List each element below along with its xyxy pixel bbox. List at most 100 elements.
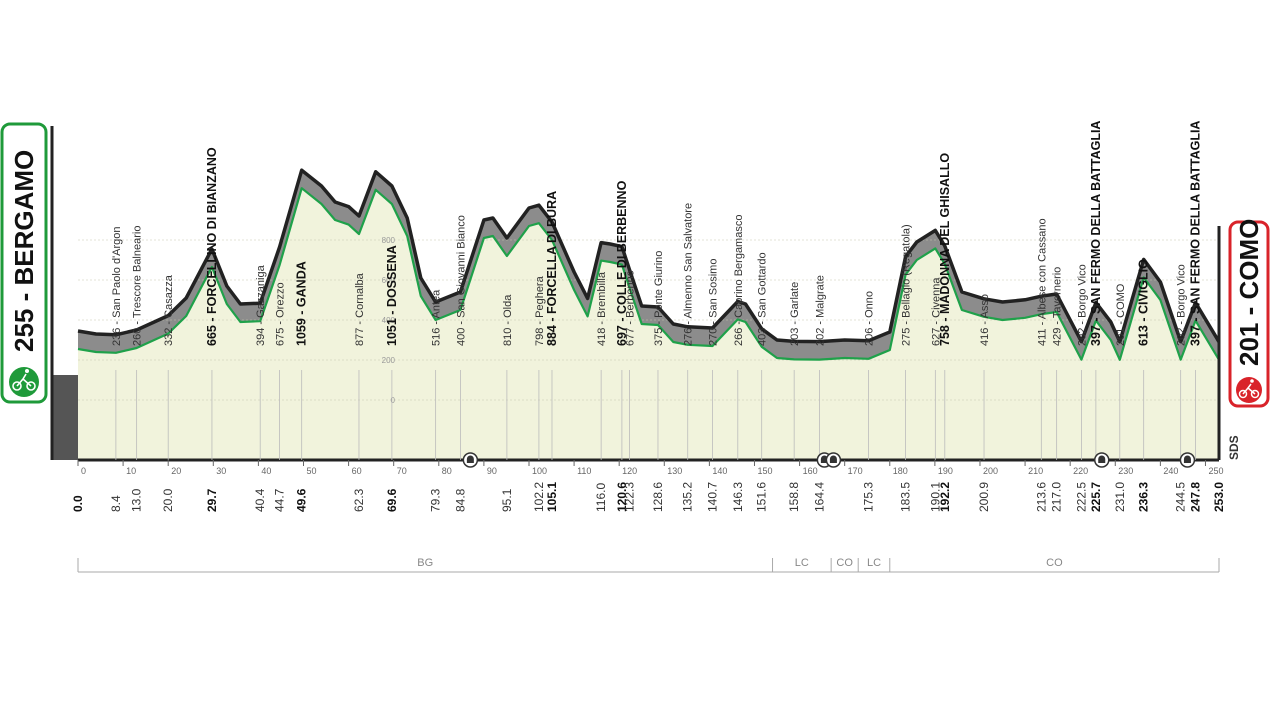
- point-label: 1059 - GANDA: [295, 261, 309, 346]
- profile-top-line: [77, 168, 1221, 344]
- point-label: 697 - COLLE DI BERBENNO: [615, 180, 629, 346]
- point-label: 276 - Almenno San Salvatore: [683, 203, 695, 346]
- x-tick-label: 70: [397, 466, 407, 476]
- point-label: 202 - Borgo Vico: [1176, 264, 1188, 346]
- point-label: 798 - Peghera: [534, 275, 546, 346]
- cyclist-icon: [9, 367, 39, 397]
- point-label: 332 - Casazza: [163, 274, 175, 346]
- km-label: 236.3: [1137, 482, 1151, 512]
- profile-green-line: [77, 187, 1220, 361]
- point-label: 418 - Brembilla: [596, 271, 608, 346]
- finish-altitude: 201: [1234, 323, 1264, 366]
- x-tick-label: 210: [1028, 466, 1043, 476]
- km-label: 175.3: [862, 482, 876, 512]
- x-tick-label: 110: [577, 466, 591, 476]
- x-tick-label: 60: [352, 466, 362, 476]
- km-label: 190.1: [928, 482, 942, 512]
- x-tick-label: 10: [126, 466, 136, 476]
- point-label: 202 - Malgrate: [814, 275, 826, 346]
- x-tick-label: 200: [983, 466, 998, 476]
- x-tick-label: 120: [622, 466, 637, 476]
- point-label: 206 - Onno: [864, 291, 876, 346]
- km-label: 44.7: [273, 488, 287, 512]
- point-label: 627 - Civenna: [930, 277, 942, 346]
- x-tick-label: 30: [216, 466, 226, 476]
- x-tick-label: 140: [712, 466, 727, 476]
- km-label: 8.4: [109, 495, 123, 512]
- km-label: 225.7: [1089, 482, 1103, 512]
- x-tick-label: 250: [1208, 466, 1223, 476]
- altitude-tick-label: 600: [382, 276, 396, 285]
- start-pedestal: [52, 375, 78, 460]
- brand-logo: SDS: [1227, 435, 1241, 460]
- km-label: 222.5: [1074, 482, 1088, 512]
- point-label: 810 - Olda: [502, 294, 514, 346]
- point-label: 884 - FORCELLA DI BURA: [545, 191, 559, 346]
- point-label: 270 - San Sosimo: [708, 259, 720, 346]
- point-label: 394 - Gazzaniga: [255, 264, 267, 346]
- x-tick-label: 160: [803, 466, 818, 476]
- point-label: 516 - Antea: [431, 289, 443, 346]
- point-label: 400 - San Giovanni Bianco: [455, 215, 467, 346]
- cyclist-icon: [1236, 377, 1262, 403]
- km-label: 200.9: [977, 482, 991, 512]
- point-label: 201 - COMO: [1115, 283, 1127, 346]
- km-label: 120.6: [615, 482, 629, 512]
- tunnel-icon: [462, 452, 479, 468]
- x-tick-label: 240: [1163, 466, 1178, 476]
- altitude-tick-label: 200: [382, 356, 396, 365]
- profile-side: [78, 170, 1219, 360]
- km-label: 105.1: [545, 482, 559, 512]
- x-tick-label: 150: [757, 466, 772, 476]
- point-label: 397 - SAN FERMO DELLA BATTAGLIA: [1089, 121, 1103, 346]
- km-label: 29.7: [205, 488, 219, 512]
- point-label: 236 - San Paolo d'Argon: [111, 226, 123, 346]
- km-label: 135.2: [681, 482, 695, 512]
- point-label: 1051 - DOSSENA: [385, 245, 399, 346]
- x-tick-label: 220: [1073, 466, 1088, 476]
- point-label: 429 - Tavernerio: [1052, 267, 1064, 346]
- finish-badge-frame: [1228, 220, 1270, 408]
- km-label: 102.2: [532, 482, 546, 512]
- region-label: BG: [417, 557, 433, 569]
- point-label: 416 - Asso: [979, 294, 991, 346]
- km-label: 62.3: [352, 488, 366, 512]
- tunnel-icon: [825, 452, 842, 468]
- start-altitude: 255: [9, 309, 39, 352]
- tunnel-icon: [1179, 452, 1196, 468]
- point-label: 202 - Borgo Vico: [1076, 264, 1088, 346]
- x-tick-label: 180: [893, 466, 908, 476]
- finish-name: COMO: [1234, 219, 1264, 300]
- x-tick-label: 130: [667, 466, 682, 476]
- finish-badge: 201 - COMO: [1228, 219, 1270, 408]
- km-label: 183.5: [899, 482, 913, 512]
- km-label: 158.8: [787, 482, 801, 512]
- altitude-tick-label: 400: [382, 316, 396, 325]
- region-label: LC: [867, 557, 881, 569]
- x-tick-label: 170: [848, 466, 863, 476]
- km-label: 20.0: [161, 488, 175, 512]
- profile-fill: [78, 188, 1219, 460]
- point-label: 613 - CIVIGLIO: [1137, 259, 1151, 346]
- start-name: BERGAMO: [9, 150, 39, 286]
- km-label: 128.6: [651, 482, 665, 512]
- km-label: 79.3: [429, 488, 443, 512]
- altitude-tick-label: 0: [391, 396, 396, 405]
- x-axis-ticks: 0 10 20 30 40 50 60 70 80 90 100 110 120 130 140 150 160…: [77, 460, 1224, 476]
- x-tick-label: 230: [1118, 466, 1133, 476]
- altitude-tick-label: 800: [382, 236, 396, 245]
- km-label: 151.6: [755, 482, 769, 512]
- point-label: 275 - Bellagio (Regatola): [901, 224, 913, 346]
- km-label: 13.0: [130, 488, 144, 512]
- start-badge-frame: [0, 122, 48, 404]
- km-label: 192.2: [938, 482, 952, 512]
- km-label: 116.0: [594, 483, 608, 512]
- point-label: 403 - San Gottardo: [757, 252, 769, 346]
- point-label: 675 - Orezzo: [275, 282, 287, 346]
- x-tick-label: 80: [442, 466, 452, 476]
- region-label: CO: [836, 557, 853, 569]
- x-tick-label: 100: [532, 466, 547, 476]
- km-label: 95.1: [500, 488, 514, 512]
- km-label: 40.4: [253, 488, 267, 512]
